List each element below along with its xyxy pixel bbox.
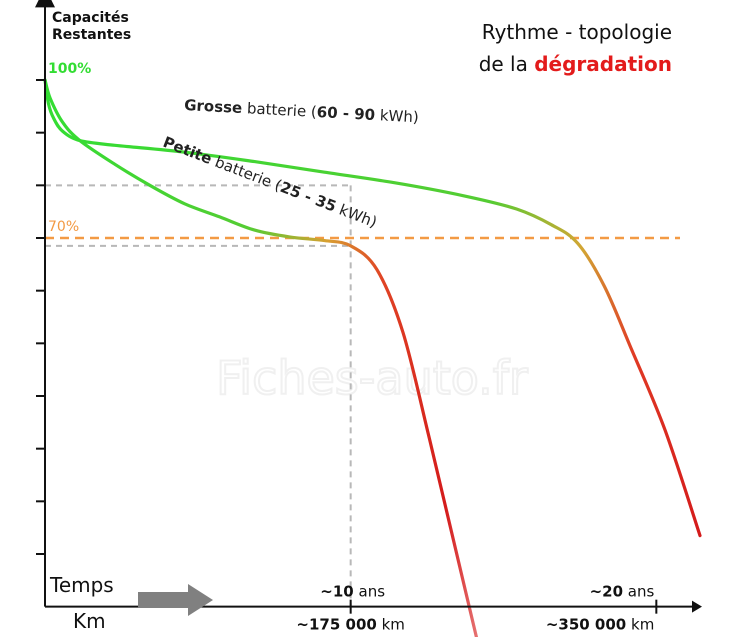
- reference-lines: [45, 184, 352, 607]
- y-axis-label-line2: Restantes: [52, 27, 132, 43]
- series-label-petite-capacity: 25 - 35: [278, 178, 339, 216]
- series-label-grosse-capacity: 60 - 90: [316, 103, 375, 124]
- x-axis-label-temps: Temps: [49, 573, 114, 597]
- series-label-petite-mid: batterie (: [208, 151, 284, 195]
- x-tick-labels: ~10 ans~175 000 km~20 ans~350 000 km: [296, 583, 654, 634]
- series-line-grosse-batterie: [43, 78, 702, 538]
- series-label-petite-unit: kWh): [332, 199, 379, 231]
- x-tick-km-value: ~350 000: [546, 616, 626, 634]
- watermark-text: Fiches-auto.fr: [216, 351, 528, 405]
- series-label-grosse-bold: Grosse: [184, 96, 243, 117]
- chart-title-line2: de la dégradation: [479, 52, 672, 76]
- chart-title-highlight: dégradation: [534, 52, 672, 76]
- x-axis-arrowhead: [692, 600, 702, 613]
- x-tick-time-unit: ans: [354, 583, 385, 601]
- series-label-petite-bold: Petite: [161, 133, 215, 168]
- series-label-grosse-batterie: Grosse batterie (60 - 90 kWh): [184, 96, 419, 126]
- x-tick-km-unit: km: [377, 616, 405, 634]
- y-annotation-70: 70%: [48, 219, 79, 235]
- y-axis-label-line1: Capacités: [52, 10, 129, 26]
- y-axis-label: Capacités Restantes: [52, 10, 131, 43]
- x-tick-time-unit: ans: [623, 583, 654, 601]
- series-label-grosse-unit: kWh): [375, 106, 420, 126]
- series-line-petite-batterie: [43, 78, 479, 637]
- axes: Temps Km: [35, 0, 702, 633]
- y-annotation-100: 100%: [48, 61, 91, 77]
- y-annotations: 100% 70%: [48, 61, 91, 235]
- x-tick-time-label-350000: ~20 ans: [590, 583, 655, 601]
- chart-title-line1: Rythme - topologie: [481, 20, 672, 44]
- x-tick-km-label-175000: ~175 000 km: [296, 616, 405, 634]
- x-tick-time-value: ~20: [590, 583, 623, 601]
- x-tick-time-value: ~10: [320, 583, 353, 601]
- series-labels: Grosse batterie (60 - 90 kWh)Petite batt…: [161, 96, 420, 231]
- x-tick-km-unit: km: [626, 616, 654, 634]
- x-tick-km-label-350000: ~350 000 km: [546, 616, 655, 634]
- series-label-grosse-mid: batterie (: [242, 99, 317, 121]
- chart-title-prefix: de la: [478, 52, 535, 76]
- x-axis-label-km: Km: [73, 609, 106, 633]
- series-lines: [43, 78, 702, 637]
- series-label-petite-batterie: Petite batterie (25 - 35 kWh): [161, 133, 380, 231]
- x-tick-time-label-175000: ~10 ans: [320, 583, 385, 601]
- x-tick-km-value: ~175 000: [296, 616, 376, 634]
- time-direction-arrow: [138, 584, 213, 616]
